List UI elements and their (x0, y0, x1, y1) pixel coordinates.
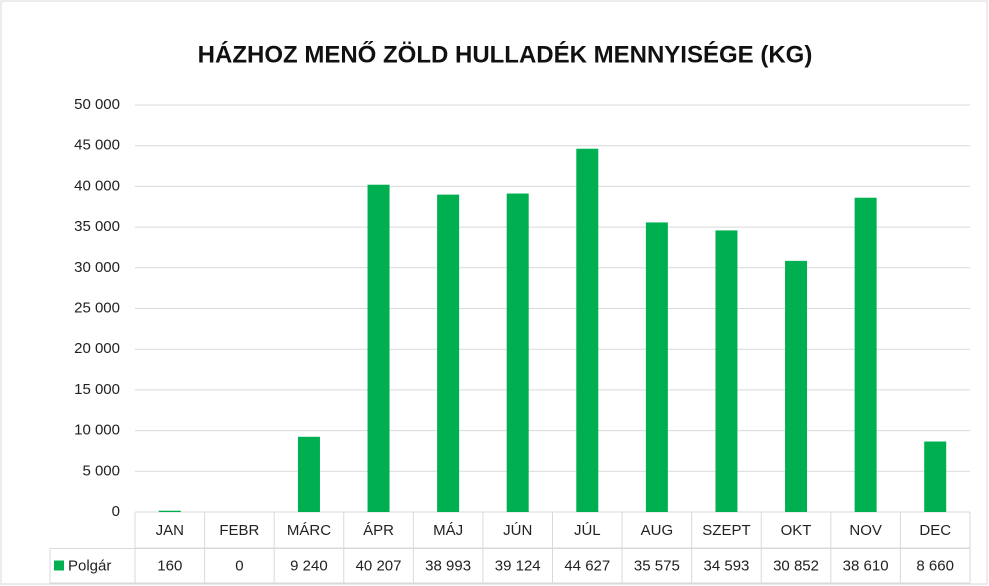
bar (367, 184, 390, 512)
table-value: 8 660 (916, 557, 954, 574)
x-tick-label: MÁJ (433, 522, 463, 539)
table-value: 39 124 (495, 557, 541, 574)
x-tick-label: JÚL (574, 522, 601, 539)
x-tick-label: FEBR (219, 522, 259, 539)
bar (924, 441, 947, 512)
bar (785, 260, 808, 512)
chart-title: HÁZHOZ MENŐ ZÖLD HULLADÉK MENNYISÉGE (KG… (198, 40, 813, 68)
x-tick-label: JÚN (503, 522, 532, 539)
table-value: 30 852 (773, 557, 819, 574)
bar (854, 197, 877, 512)
x-tick-label: AUG (641, 522, 674, 539)
x-tick-label: MÁRC (287, 522, 331, 539)
x-tick-label: SZEPT (702, 522, 750, 539)
table-value: 38 993 (425, 557, 471, 574)
bar (645, 222, 668, 512)
y-tick-label: 45 000 (74, 137, 120, 154)
table-value: 35 575 (634, 557, 680, 574)
bar (437, 194, 460, 512)
y-tick-label: 50 000 (74, 96, 120, 113)
bar (158, 510, 181, 512)
table-value: 38 610 (843, 557, 889, 574)
y-tick-label: 35 000 (74, 218, 120, 235)
y-tick-label: 20 000 (74, 340, 120, 357)
table-value: 40 207 (356, 557, 402, 574)
table-value: 0 (235, 557, 243, 574)
y-tick-label: 10 000 (74, 422, 120, 439)
bar (506, 193, 529, 512)
x-tick-label: JAN (156, 522, 184, 539)
y-tick-label: 15 000 (74, 381, 120, 398)
table-value: 9 240 (290, 557, 328, 574)
y-tick-label: 5 000 (82, 462, 120, 479)
x-tick-label: NOV (849, 522, 882, 539)
table-value: 44 627 (564, 557, 610, 574)
bar (576, 148, 599, 513)
y-tick-label: 40 000 (74, 177, 120, 194)
legend-label: Polgár (68, 557, 111, 574)
table-value: 34 593 (704, 557, 750, 574)
legend-key (54, 560, 64, 571)
y-tick-label: 25 000 (74, 299, 120, 316)
x-tick-label: OKT (781, 522, 812, 539)
bar (297, 436, 320, 512)
bar (715, 230, 738, 513)
y-tick-label: 30 000 (74, 259, 120, 276)
table-value: 160 (157, 557, 182, 574)
x-tick-label: DEC (919, 522, 951, 539)
x-tick-label: ÁPR (363, 522, 394, 539)
y-tick-label: 0 (112, 503, 120, 520)
